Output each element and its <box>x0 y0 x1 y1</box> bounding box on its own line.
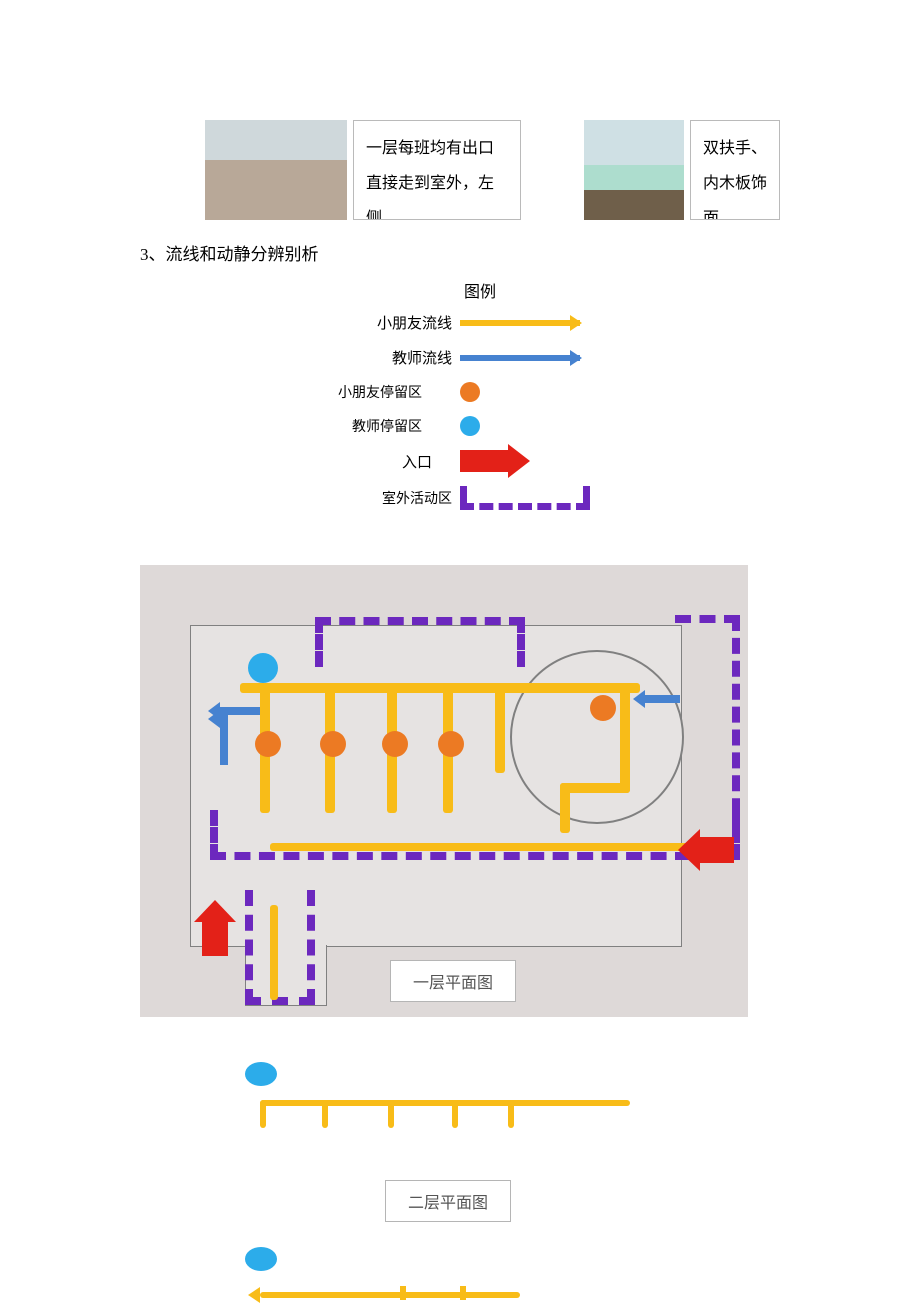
top-photo-row: 一层每班均有出口直接走到室外，左侧 双扶手、内木板饰面 <box>0 0 920 225</box>
teacher-stay-dot-icon <box>245 1062 277 1086</box>
legend-symbol <box>430 416 590 436</box>
legend-symbol <box>430 382 590 402</box>
legend-label: 小朋友流线 <box>377 312 452 333</box>
page: 一层每班均有出口直接走到室外，左侧 双扶手、内木板饰面 3、流线和动静分辨别析 … <box>0 0 920 225</box>
teacher-stay-dot-icon <box>248 653 278 683</box>
circular-hall <box>510 650 684 824</box>
flowline-tick <box>460 1286 466 1300</box>
section-title: 3、流线和动静分辨别析 <box>140 240 319 265</box>
caption-box-left: 一层每班均有出口直接走到室外，左侧 <box>353 120 521 220</box>
floor-plan-1: 一层平面图 <box>140 565 748 1017</box>
outdoor-zone <box>675 615 740 860</box>
legend-row-child-stay: 小朋友停留区 <box>370 382 590 402</box>
legend-title: 图例 <box>370 278 590 302</box>
legend-label: 入口 <box>402 451 432 472</box>
outdoor-zone <box>210 810 740 860</box>
photo-right <box>584 120 684 220</box>
legend-symbol <box>460 486 590 510</box>
photo-left <box>205 120 347 220</box>
legend-symbol <box>460 355 590 361</box>
floor-plan-2: 二层平面图 <box>140 1050 740 1310</box>
dashed-bracket-icon <box>460 486 590 510</box>
child-flowline <box>260 1292 520 1298</box>
legend-symbol <box>460 320 590 326</box>
flowline-tick <box>400 1286 406 1300</box>
child-stay-dot-icon <box>590 695 616 721</box>
teacher-stay-dot-icon <box>245 1247 277 1271</box>
plan-label-box: 二层平面图 <box>385 1180 511 1222</box>
arrow-icon <box>460 355 580 361</box>
legend-row-entrance: 入口 <box>370 450 590 472</box>
legend-row-teacher-line: 教师流线 <box>370 347 590 368</box>
teacher-arrow-icon <box>220 707 260 715</box>
plan-label-box: 一层平面图 <box>390 960 516 1002</box>
legend-label: 小朋友停留区 <box>338 382 422 402</box>
legend-row-teacher-stay: 教师停留区 <box>370 416 590 436</box>
legend-row-outdoor: 室外活动区 <box>370 486 590 510</box>
arrow-icon <box>460 320 580 326</box>
legend-symbol <box>440 450 590 472</box>
legend: 图例 小朋友流线 教师流线 小朋友停留区 教师停留区 入口 <box>370 278 590 524</box>
entrance-arrow-icon <box>698 837 734 863</box>
outdoor-zone <box>315 617 525 667</box>
legend-row-child-line: 小朋友流线 <box>370 312 590 333</box>
dot-icon <box>460 416 480 436</box>
child-stay-dot-icon <box>438 731 464 757</box>
dot-icon <box>460 382 480 402</box>
thick-arrow-icon <box>460 450 510 472</box>
entrance-arrow-icon <box>202 920 228 956</box>
teacher-arrow-icon <box>645 695 680 703</box>
legend-label: 教师流线 <box>392 347 452 368</box>
child-stay-dot-icon <box>320 731 346 757</box>
child-stay-dot-icon <box>382 731 408 757</box>
caption-box-right: 双扶手、内木板饰面 <box>690 120 780 220</box>
outdoor-zone <box>245 890 315 1005</box>
child-flowline-comb <box>260 1100 630 1130</box>
legend-label: 教师停留区 <box>352 416 422 436</box>
child-stay-dot-icon <box>255 731 281 757</box>
teacher-arrow-icon <box>220 715 228 765</box>
legend-label: 室外活动区 <box>382 488 452 508</box>
